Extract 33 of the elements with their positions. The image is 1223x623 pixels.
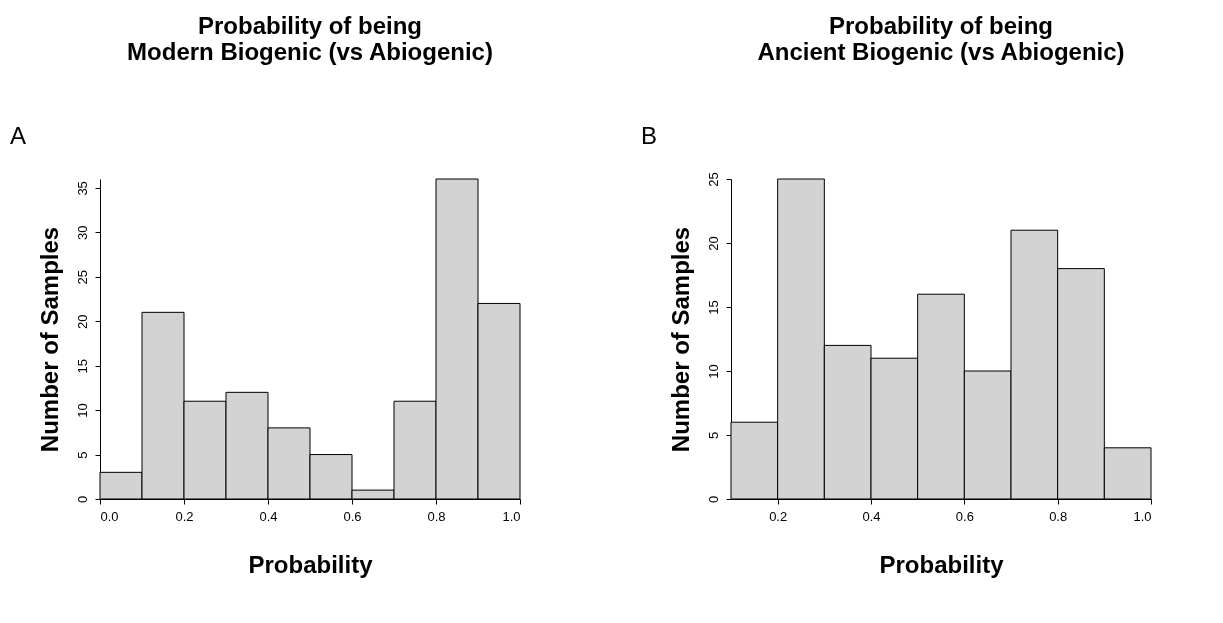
y-tick-label: 5 [705, 431, 721, 440]
y-tick-label: 15 [705, 300, 721, 315]
y-tick-label: 20 [74, 314, 90, 329]
y-tick-label: 0 [705, 495, 721, 504]
text: A [10, 122, 27, 149]
y-axis-title: Number of Samples [35, 226, 63, 453]
y-tick-label: 35 [74, 181, 90, 196]
x-tick-label: 0.2 [769, 508, 788, 524]
y-tick-label: 15 [74, 358, 90, 374]
x-tick-label: 0.2 [175, 508, 194, 524]
x-tick-label: 1.0 [1133, 508, 1152, 524]
x-tick-label: 0.8 [1049, 508, 1068, 524]
y-axis-title: Number of Samples [666, 226, 694, 453]
x-tick-label: 1.0 [502, 508, 521, 524]
chart-title: Probability of being Modern Biogenic (vs Abiogenic) [127, 12, 493, 65]
y-tick-label: 0 [74, 495, 90, 504]
y-tick-label: 25 [74, 270, 90, 285]
x-tick-label: 0.4 [862, 508, 881, 524]
y-tick-label: 5 [74, 451, 90, 459]
y-tick-label: 10 [74, 403, 90, 418]
y-tick-label: 30 [74, 225, 90, 241]
x-axis-title: Probability [879, 550, 1005, 578]
x-tick-label: 0.6 [955, 508, 974, 524]
x-axis-title: Probability [248, 550, 374, 578]
x-tick-label: 0.0 [100, 508, 119, 524]
y-tick-label: 10 [705, 364, 721, 379]
y-tick-label: 20 [705, 236, 721, 251]
text: B [641, 122, 658, 149]
y-tick-label: 25 [705, 172, 721, 187]
x-tick-label: 0.8 [427, 508, 446, 524]
x-tick-label: 0.4 [259, 508, 278, 524]
chart-title: Probability of being Ancient Biogenic (vs Abiogenic) [757, 12, 1125, 65]
x-tick-label: 0.6 [343, 508, 362, 524]
